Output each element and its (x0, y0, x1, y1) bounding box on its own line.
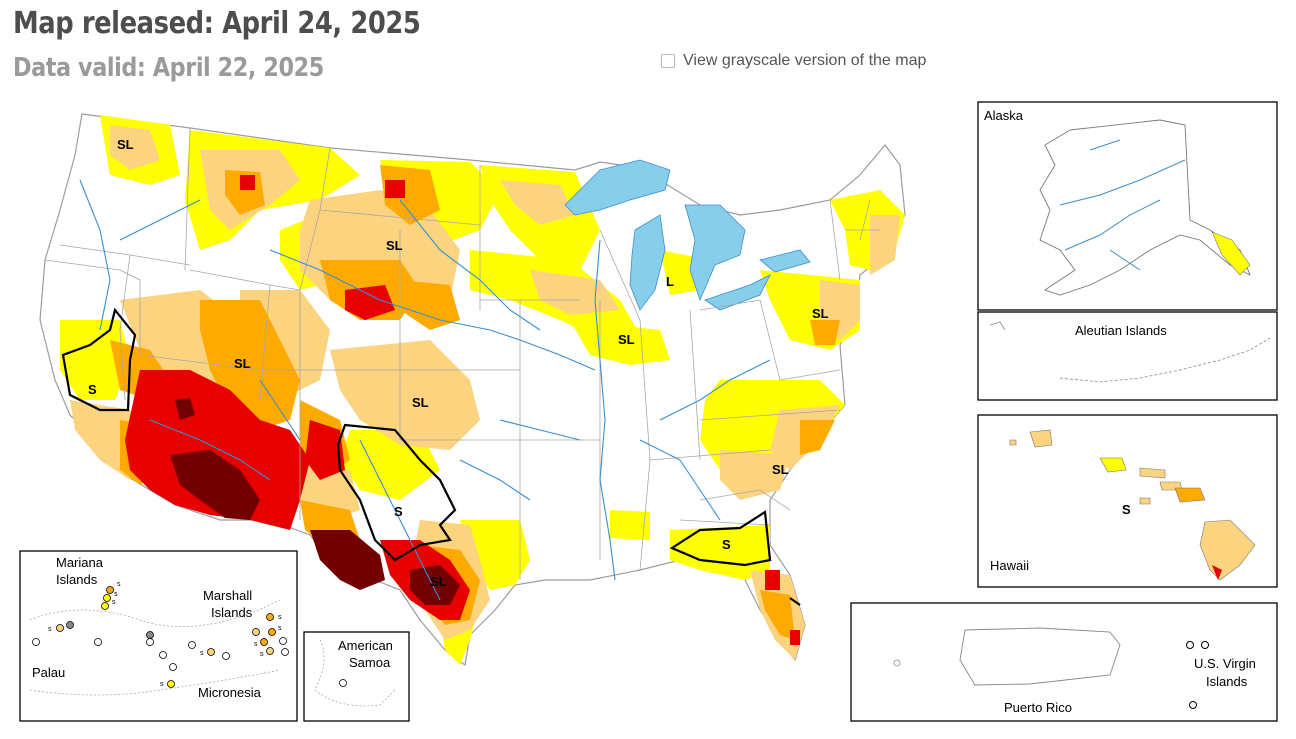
svg-text:s: s (48, 626, 52, 633)
mariana-label: Mariana (56, 555, 104, 570)
american-samoa-label: American (338, 638, 393, 653)
island-markers (32, 586, 289, 688)
impact-label: SL (772, 462, 789, 477)
american-samoa-inset: American Samoa (303, 631, 410, 722)
impact-label: SL (412, 395, 429, 410)
impact-boundaries (61, 307, 801, 606)
impact-label: L (666, 274, 674, 289)
hawaii-inset: Hawaii S (977, 414, 1278, 588)
impact-label: SL (812, 306, 829, 321)
island-impact-labels: s s s s s s s s s s (48, 581, 282, 688)
hawaii-impact-label: S (1122, 502, 1131, 517)
svg-text:s: s (114, 591, 118, 598)
map-released-title: Map released: April 24, 2025 (13, 6, 421, 41)
svg-text:s: s (112, 599, 116, 606)
impact-label: SL (430, 574, 447, 589)
conus-map: SL SL SL SL SL S L SL SL S SL S (39, 113, 906, 667)
hawaii-label: Hawaii (990, 558, 1029, 573)
aleutian-inset: Aleutian Islands (977, 311, 1278, 401)
impact-labels: SL SL SL SL SL S L SL SL S SL S (88, 137, 829, 589)
state-borders (44, 127, 880, 580)
svg-text:s: s (278, 614, 282, 621)
impact-label: SL (386, 238, 403, 253)
alaska-label: Alaska (984, 108, 1024, 123)
svg-text:s: s (260, 651, 264, 658)
grayscale-toggle[interactable]: View grayscale version of the map (661, 52, 926, 70)
marshall-label: Marshall (203, 588, 252, 603)
puerto-rico-label: Puerto Rico (1004, 700, 1072, 715)
d4-exceptional-drought (170, 398, 460, 605)
svg-text:s: s (117, 581, 121, 588)
svg-text:s: s (254, 641, 258, 648)
great-lakes (564, 159, 811, 311)
svg-text:s: s (278, 625, 282, 632)
grayscale-checkbox[interactable] (661, 54, 675, 68)
svg-text:s: s (200, 650, 204, 657)
impact-label: SL (234, 356, 251, 371)
impact-label: S (722, 537, 731, 552)
impact-label: SL (117, 137, 134, 152)
aleutian-label: Aleutian Islands (1075, 323, 1167, 338)
svg-text:s: s (160, 681, 164, 688)
american-samoa-label: Samoa (349, 655, 391, 670)
data-valid-subtitle: Data valid: April 22, 2025 (13, 53, 324, 83)
puerto-rico-inset: Puerto Rico U.S. Virgin Islands (850, 602, 1278, 722)
conus-outline (39, 113, 906, 667)
impact-label: S (394, 504, 403, 519)
pacific-islands-inset: Mariana Islands Marshall Islands Palau M… (19, 550, 298, 722)
grayscale-label: View grayscale version of the map (683, 52, 927, 69)
impact-label: S (88, 382, 97, 397)
rivers (79, 179, 771, 601)
virgin-islands-label: U.S. Virgin (1194, 656, 1256, 671)
alaska-inset: Alaska (977, 101, 1278, 311)
marshall-label: Islands (211, 605, 253, 620)
micronesia-label: Micronesia (198, 685, 262, 700)
mariana-label: Islands (56, 572, 98, 587)
impact-label: SL (618, 332, 635, 347)
virgin-islands-label: Islands (1206, 674, 1248, 689)
palau-label: Palau (32, 665, 65, 680)
